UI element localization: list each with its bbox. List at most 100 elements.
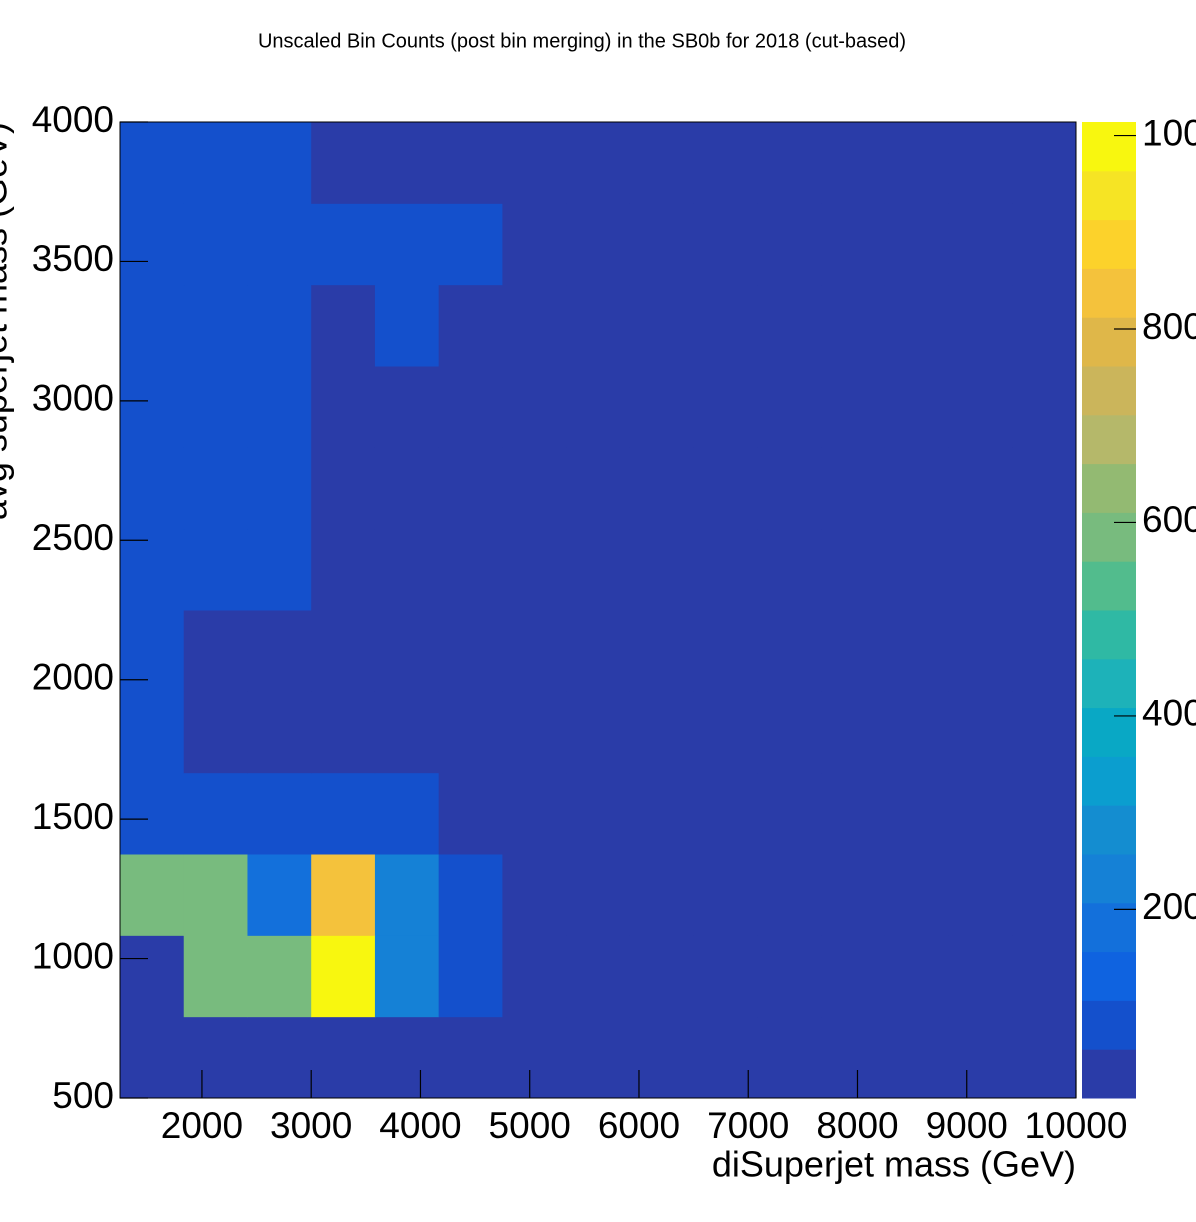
chart-title: Unscaled Bin Counts (post bin merging) i… [258,30,906,52]
heatmap-cell [566,1016,631,1099]
heatmap-cell [757,528,822,611]
colorbar-band [1082,854,1136,904]
heatmap-cell [948,691,1013,774]
heatmap-cell [502,366,567,448]
heatmap-cell [693,528,758,611]
heatmap-cell [502,284,567,367]
heatmap-cell [948,1016,1013,1099]
heatmap-cell [247,691,312,774]
heatmap-cell [120,447,185,530]
heatmap-cell [247,447,312,530]
x-tick-label: 2000 [161,1105,243,1146]
heatmap-cell [566,772,631,855]
heatmap-cell [566,528,631,611]
heatmap-cell [821,610,886,692]
heatmap-cell [502,528,567,611]
heatmap-cell [374,935,440,1018]
colorbar-band [1082,317,1136,367]
heatmap-cell [374,691,440,774]
colorbar-band [1082,463,1136,513]
heatmap-cell [566,610,631,692]
colorbar-band [1082,756,1136,806]
heatmap-cell [757,691,822,774]
x-tick-label: 10000 [1025,1105,1128,1146]
heatmap-cell [884,854,950,936]
colorbar-band [1082,951,1136,1001]
heatmap-cell [821,528,886,611]
heatmap-cell [183,610,248,692]
heatmap-cell [884,366,950,448]
heatmap-cell [438,691,503,774]
heatmap-cell [502,691,567,774]
heatmap-cell [1012,691,1077,774]
x-axis-title: diSuperjet mass (GeV) [712,1144,1076,1185]
heatmap-cell [757,447,822,530]
heatmap-cell [120,772,185,855]
colorbar-band [1082,366,1136,416]
heatmap-cell [438,528,503,611]
heatmap-cell [757,772,822,855]
colorbar-tick-label: 200 [1142,886,1196,927]
heatmap-cell [311,772,376,855]
heatmap-cell [884,772,950,855]
heatmap-cell [566,122,631,204]
heatmap-cell [183,691,248,774]
heatmap-cell [311,935,376,1018]
heatmap-cell [374,772,440,855]
heatmap-cell [438,447,503,530]
plot-frame [119,121,1077,1099]
heatmap-cell [374,284,440,367]
heatmap-cell [1012,447,1077,530]
heatmap-cell [1012,772,1077,855]
heatmap-cell [948,935,1013,1018]
heatmap-cell [566,284,631,367]
heatmap-cell [948,203,1013,286]
heatmap-cell [183,122,248,204]
colorbar-band [1082,268,1136,318]
heatmap-cell [374,854,440,936]
heatmap-cell [821,284,886,367]
heatmap-cell [566,935,631,1018]
heatmap-cell [629,528,695,611]
heatmap-cell [821,854,886,936]
heatmap-cell [948,610,1013,692]
heatmap-cell [374,447,440,530]
heatmap-cell [183,935,248,1018]
heatmap-cell [374,1016,440,1099]
heatmap-cell [948,528,1013,611]
heatmap-cell [693,691,758,774]
colorbar-tick-label: 1000 [1142,112,1196,153]
heatmap-cell [374,203,440,286]
heatmap-cell [884,528,950,611]
heatmap-cell [502,610,567,692]
heatmap-cell [311,1016,376,1099]
heatmap-cell [821,122,886,204]
heatmap-cell [438,284,503,367]
heatmap-cell [311,528,376,611]
heatmap-cell [884,691,950,774]
y-tick-label: 1500 [32,796,114,837]
heatmap-cell [1012,366,1077,448]
heatmap-cell [821,772,886,855]
x-tick-label: 5000 [489,1105,571,1146]
heatmap-cell [247,122,312,204]
heatmap-cell [183,284,248,367]
heatmap-cell [693,284,758,367]
heatmap-cell [566,854,631,936]
heatmap-cell [629,122,695,204]
heatmap-cell [821,203,886,286]
heatmap-cell [1012,935,1077,1018]
heatmap-cell [693,366,758,448]
heatmap-cell [247,528,312,611]
y-tick-label: 2000 [32,656,114,697]
colorbar-band [1082,1000,1136,1050]
x-tick-label: 4000 [379,1105,461,1146]
heatmap-cell [311,203,376,286]
heatmap-cell [948,447,1013,530]
heatmap-cell [374,366,440,448]
heatmap-cell [374,610,440,692]
heatmap-cell [247,366,312,448]
heatmap-cell [757,284,822,367]
heatmap-cell [183,1016,248,1099]
